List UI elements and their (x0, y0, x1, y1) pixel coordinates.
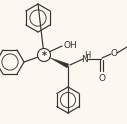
Text: O: O (110, 48, 117, 58)
Text: N: N (81, 55, 87, 63)
Text: OH: OH (63, 41, 77, 49)
Text: *: * (42, 50, 46, 61)
Polygon shape (49, 57, 69, 68)
Text: H: H (84, 50, 91, 60)
Circle shape (37, 48, 51, 62)
Text: O: O (99, 74, 106, 83)
